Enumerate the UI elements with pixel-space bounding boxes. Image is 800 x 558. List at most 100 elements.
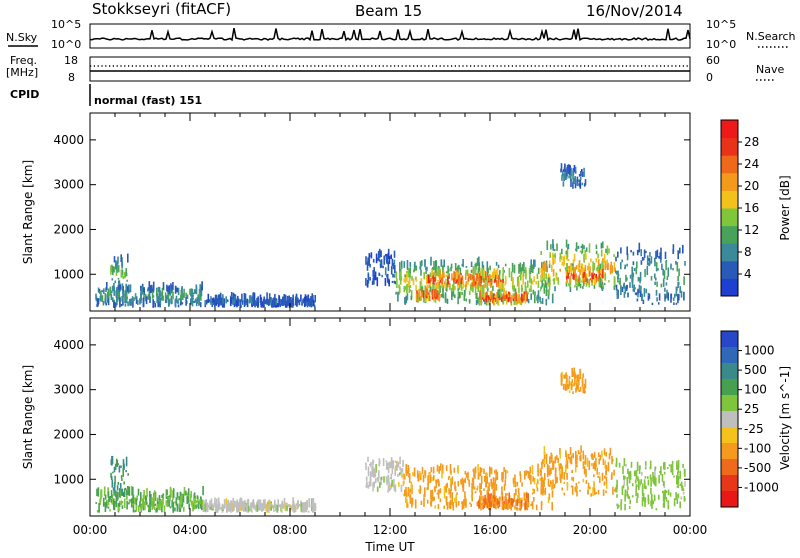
echo-mark bbox=[135, 505, 138, 512]
echo-mark bbox=[166, 489, 168, 496]
echo-mark bbox=[482, 265, 484, 270]
echo-mark bbox=[683, 291, 685, 301]
echo-mark bbox=[568, 381, 571, 386]
echo-mark bbox=[128, 502, 130, 505]
echo-mark bbox=[436, 285, 439, 288]
echo-mark bbox=[145, 296, 148, 305]
echo-mark bbox=[480, 502, 482, 511]
echo-mark bbox=[432, 283, 434, 290]
echo-mark bbox=[587, 490, 589, 495]
echo-mark bbox=[113, 286, 115, 296]
echo-mark bbox=[628, 506, 631, 509]
echo-mark bbox=[446, 502, 449, 510]
echo-mark bbox=[263, 296, 265, 305]
echo-mark bbox=[171, 500, 173, 508]
echo-mark bbox=[262, 305, 264, 308]
echo-mark bbox=[152, 303, 155, 306]
echo-mark bbox=[222, 301, 225, 306]
echo-mark bbox=[673, 302, 675, 305]
echo-mark bbox=[174, 501, 176, 504]
echo-mark bbox=[369, 277, 371, 281]
echo-mark bbox=[400, 267, 402, 277]
echo-mark bbox=[517, 495, 519, 502]
echo-mark bbox=[393, 485, 396, 491]
echo-mark bbox=[577, 374, 579, 383]
echo-mark bbox=[483, 502, 486, 509]
echo-mark bbox=[387, 248, 390, 257]
echo-mark bbox=[117, 463, 119, 466]
echo-mark bbox=[664, 489, 666, 499]
echo-mark bbox=[308, 498, 310, 508]
echo-mark bbox=[519, 264, 522, 272]
echo-mark bbox=[568, 175, 570, 179]
echo-mark bbox=[365, 485, 367, 488]
echo-mark bbox=[660, 283, 663, 288]
echo-mark bbox=[574, 267, 576, 275]
echo-mark bbox=[667, 267, 670, 277]
echo-mark bbox=[420, 278, 423, 282]
echo-mark bbox=[587, 283, 589, 285]
echo-mark bbox=[277, 303, 280, 308]
echo-mark bbox=[302, 506, 305, 513]
echo-mark bbox=[174, 285, 177, 294]
echo-mark bbox=[452, 289, 455, 295]
echo-mark bbox=[599, 263, 602, 270]
echo-mark bbox=[502, 298, 505, 305]
echo-mark bbox=[100, 489, 103, 498]
freq-tick-bottom: 8 bbox=[68, 71, 75, 84]
echo-mark bbox=[136, 495, 138, 501]
echo-mark bbox=[405, 295, 408, 304]
echo-mark bbox=[488, 278, 490, 282]
echo-mark bbox=[258, 499, 260, 509]
echo-mark bbox=[180, 495, 182, 503]
echo-mark bbox=[113, 299, 116, 303]
echo-mark bbox=[572, 384, 574, 387]
echo-mark bbox=[433, 284, 435, 294]
echo-mark bbox=[455, 280, 457, 283]
echo-mark bbox=[653, 494, 656, 497]
echo-mark bbox=[424, 487, 426, 497]
echo-mark bbox=[169, 486, 172, 496]
echo-mark bbox=[409, 262, 412, 267]
echo-mark bbox=[445, 496, 448, 502]
echo-mark bbox=[438, 489, 441, 492]
echo-mark bbox=[566, 263, 568, 272]
echo-mark bbox=[447, 283, 449, 288]
echo-mark bbox=[533, 497, 535, 502]
echo-mark bbox=[529, 472, 531, 481]
echo-mark bbox=[272, 300, 274, 308]
echo-mark bbox=[546, 266, 548, 273]
echo-mark bbox=[162, 282, 165, 291]
echo-mark bbox=[388, 255, 391, 265]
echo-mark bbox=[550, 481, 553, 491]
echo-mark bbox=[474, 491, 477, 494]
echo-mark bbox=[181, 294, 184, 300]
echo-mark bbox=[314, 506, 317, 511]
echo-mark bbox=[495, 495, 497, 505]
echo-mark bbox=[604, 475, 606, 479]
echo-mark bbox=[616, 503, 618, 507]
echo-mark bbox=[309, 299, 311, 305]
echo-mark bbox=[153, 490, 156, 500]
echo-mark bbox=[480, 483, 482, 489]
echo-mark bbox=[632, 251, 635, 256]
echo-mark bbox=[574, 179, 577, 189]
echo-mark bbox=[541, 280, 543, 288]
echo-mark bbox=[541, 262, 543, 269]
echo-mark bbox=[560, 373, 563, 379]
echo-mark bbox=[117, 506, 120, 511]
echo-mark bbox=[247, 505, 250, 512]
echo-mark bbox=[475, 299, 478, 306]
echo-mark bbox=[527, 493, 529, 502]
echo-mark bbox=[565, 464, 568, 467]
echo-mark bbox=[566, 279, 568, 284]
echo-mark bbox=[185, 296, 187, 306]
colorbar-tick-label: -25 bbox=[744, 422, 764, 436]
echo-mark bbox=[627, 292, 629, 298]
echo-mark bbox=[400, 468, 402, 474]
echo-mark bbox=[123, 271, 126, 279]
echo-mark bbox=[552, 462, 554, 470]
echo-mark bbox=[251, 303, 253, 307]
echo-mark bbox=[568, 282, 571, 287]
echo-mark bbox=[633, 285, 635, 292]
